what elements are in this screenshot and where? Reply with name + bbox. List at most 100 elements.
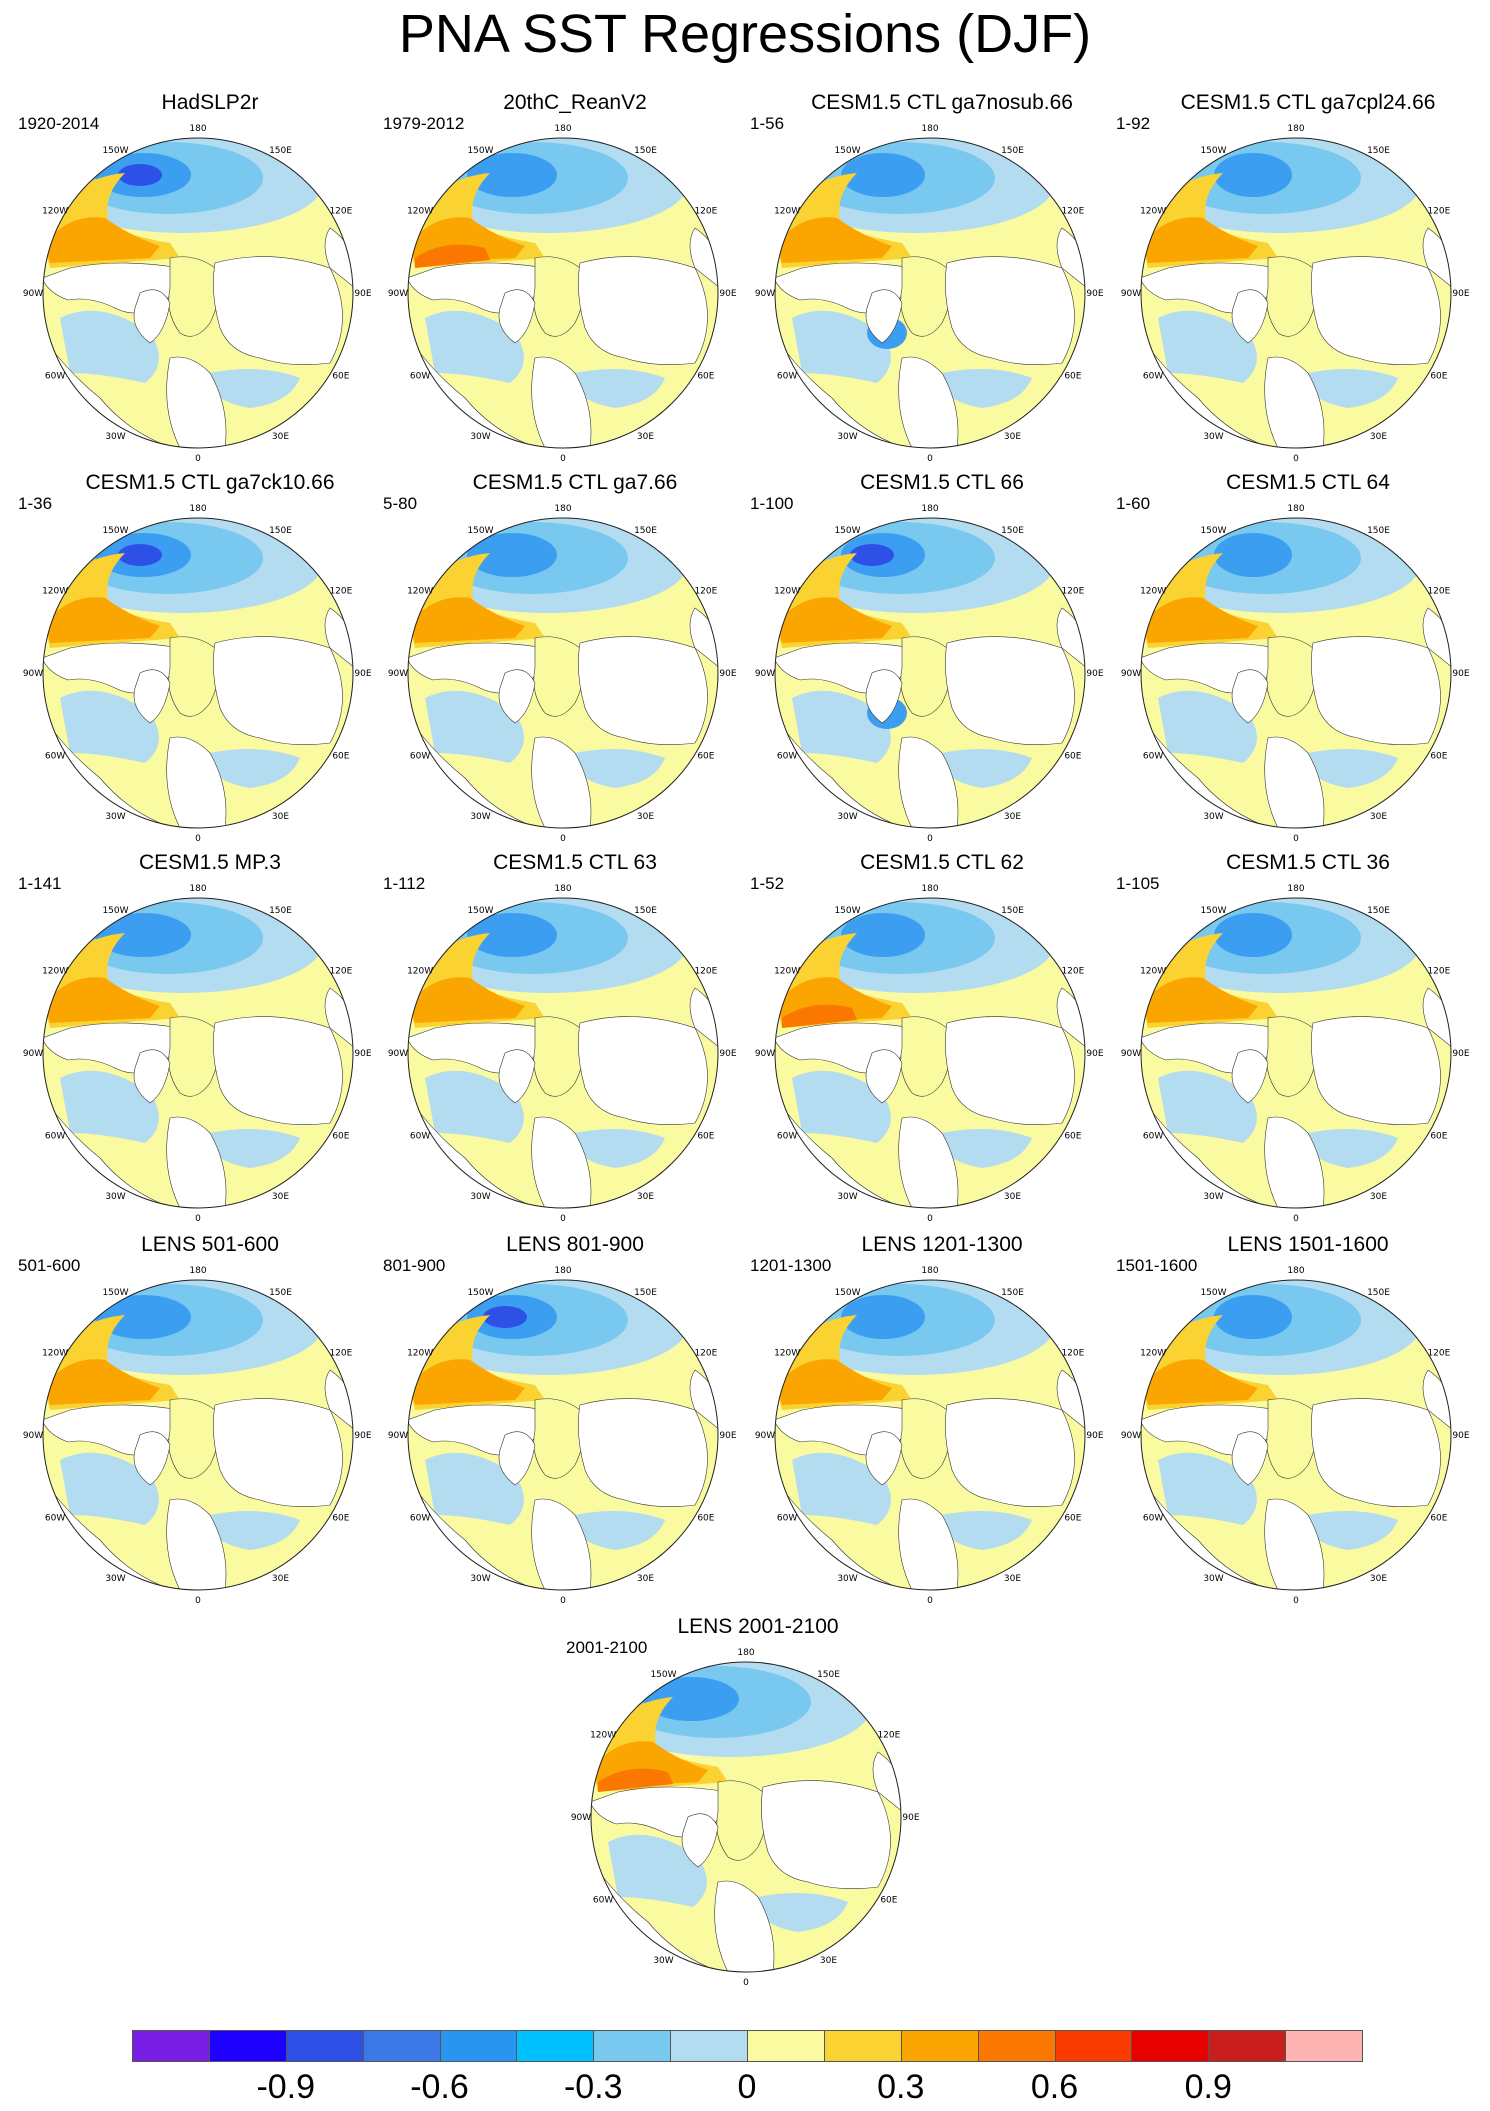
longitude-label: 90W xyxy=(755,669,775,679)
greenland-land xyxy=(1231,669,1269,724)
longitude-label: 90E xyxy=(354,669,371,679)
colorbar-cell xyxy=(1208,2030,1287,2062)
longitude-label: 60W xyxy=(1143,1132,1163,1142)
atlantic-negative-anomaly xyxy=(60,690,159,763)
longitude-label: 0 xyxy=(195,1214,201,1224)
longitude-label: 60W xyxy=(777,1132,797,1142)
longitude-label: 150E xyxy=(634,146,657,156)
map-boundary xyxy=(1140,517,1452,829)
longitude-label: 150E xyxy=(1367,526,1390,536)
longitude-label: 0 xyxy=(743,1978,749,1988)
longitude-label: 0 xyxy=(560,1596,566,1606)
longitude-label: 150W xyxy=(102,526,128,536)
eurasia-land xyxy=(578,1016,708,1125)
mediterranean-anomaly xyxy=(210,1129,300,1168)
longitude-label: 90E xyxy=(1452,669,1469,679)
longitude-label: 90W xyxy=(23,1049,43,1059)
longitude-label: 120E xyxy=(1061,1349,1084,1359)
longitude-label: 30W xyxy=(837,1574,857,1584)
longitude-label: 90W xyxy=(388,669,408,679)
longitude-label: 120W xyxy=(407,967,433,977)
africa-land xyxy=(898,1116,959,1208)
longitude-label: 180 xyxy=(189,124,206,134)
longitude-label: 30W xyxy=(470,432,490,442)
polar-map: 180 150E 120E 90E 60E 30E 0 30W 60W 90W 120W 150W xyxy=(388,884,737,1224)
panel-title: LENS 1501-1600 xyxy=(1227,1233,1389,1256)
colorbar-cell xyxy=(208,2030,287,2062)
atlantic-negative-anomaly xyxy=(425,310,524,383)
longitude-label: 30E xyxy=(1004,812,1021,822)
greenland-land xyxy=(865,1431,903,1486)
longitude-label: 0 xyxy=(560,454,566,464)
pacific-negative-core xyxy=(841,913,925,957)
map-boundary xyxy=(774,517,1086,829)
longitude-label: 30E xyxy=(272,432,289,442)
greenland-land xyxy=(865,289,903,344)
eurasia-land xyxy=(761,1780,891,1889)
panel-period: 1-141 xyxy=(18,874,62,893)
panel-title: CESM1.5 CTL 36 xyxy=(1226,851,1390,874)
polar-map: 180 150E 120E 90E 60E 30E 0 30W 60W 90W 120W 150W xyxy=(1121,884,1470,1224)
atlantic-negative-anomaly xyxy=(792,1070,891,1143)
panel-period: 1-105 xyxy=(1116,874,1160,893)
coastal-positive-strong xyxy=(410,1359,525,1405)
africa-land xyxy=(898,736,959,828)
longitude-label: 90W xyxy=(388,1049,408,1059)
greenland-land xyxy=(1231,1049,1269,1104)
longitude-label: 180 xyxy=(1287,1266,1304,1276)
longitude-label: 150E xyxy=(269,526,292,536)
longitude-label: 150E xyxy=(1001,906,1024,916)
longitude-label: 60W xyxy=(410,1132,430,1142)
longitude-label: 120E xyxy=(329,967,352,977)
pacific-negative-core xyxy=(467,153,557,197)
pacific-negative-core xyxy=(95,913,191,957)
panel-title: CESM1.5 MP.3 xyxy=(138,851,281,874)
polar-map: 180 150E 120E 90E 60E 30E 0 30W 60W 90W 120W 150W xyxy=(23,884,372,1224)
longitude-label: 60W xyxy=(777,1514,797,1524)
mediterranean-anomaly xyxy=(1308,369,1398,408)
map-boundary xyxy=(774,137,1086,449)
eurasia-land xyxy=(213,256,343,365)
map-boundary xyxy=(42,1279,354,1591)
coastal-positive-strong xyxy=(410,977,525,1023)
panel-period: 801-900 xyxy=(383,1256,446,1275)
longitude-label: 180 xyxy=(1287,884,1304,894)
colorbar-tick-label: -0.9 xyxy=(256,2068,316,2106)
greenland-land xyxy=(498,289,536,344)
atlantic-negative-anomaly xyxy=(425,1452,524,1525)
longitude-label: 60E xyxy=(697,1514,714,1524)
pacific-negative-core xyxy=(1214,153,1292,197)
greenland-land xyxy=(498,1049,536,1104)
panel-period: 5-80 xyxy=(383,494,418,513)
eurasia-land xyxy=(945,1398,1075,1507)
polar-map: 180 150E 120E 90E 60E 30E 0 30W 60W 90W 120W 150W xyxy=(388,124,737,464)
longitude-label: 30E xyxy=(637,1574,654,1584)
map-panel: CESM1.5 CTL ga7ck10.66 1-36 180 150E 120E 90E… xyxy=(18,471,390,858)
atlantic-negative-anomaly xyxy=(425,690,524,763)
map-panel: LENS 801-900 801-900 180 150E 120E 90E 60E 30E 0… xyxy=(383,1233,755,1620)
longitude-label: 150E xyxy=(1001,146,1024,156)
panel-title: HadSLP2r xyxy=(161,91,259,114)
africa-land xyxy=(531,1498,592,1590)
arctic-ocean xyxy=(533,636,585,717)
coastal-positive-core xyxy=(782,1004,857,1028)
map-panel: LENS 1201-1300 1201-1300 180 150E 120E 90E 60E… xyxy=(750,1233,1122,1620)
coastal-positive-strong xyxy=(777,597,892,643)
arctic-ocean xyxy=(900,1398,952,1479)
eurasia-land xyxy=(578,1398,708,1507)
arctic-ocean xyxy=(533,1398,585,1479)
polar-map: 180 150E 120E 90E 60E 30E 0 30W 60W 90W 120W 150W xyxy=(755,1266,1104,1606)
eurasia-land xyxy=(213,1016,343,1125)
longitude-label: 90E xyxy=(1086,289,1103,299)
mediterranean-anomaly xyxy=(942,1511,1032,1550)
longitude-label: 30E xyxy=(637,812,654,822)
longitude-label: 30E xyxy=(272,812,289,822)
africa-land xyxy=(166,1116,227,1208)
map-boundary xyxy=(42,897,354,1209)
atlantic-negative-anomaly xyxy=(1158,310,1257,383)
longitude-label: 0 xyxy=(560,834,566,844)
longitude-label: 120W xyxy=(774,967,800,977)
arctic-ocean xyxy=(1266,1398,1318,1479)
pacific-negative-core xyxy=(643,1677,739,1721)
longitude-label: 30E xyxy=(272,1574,289,1584)
